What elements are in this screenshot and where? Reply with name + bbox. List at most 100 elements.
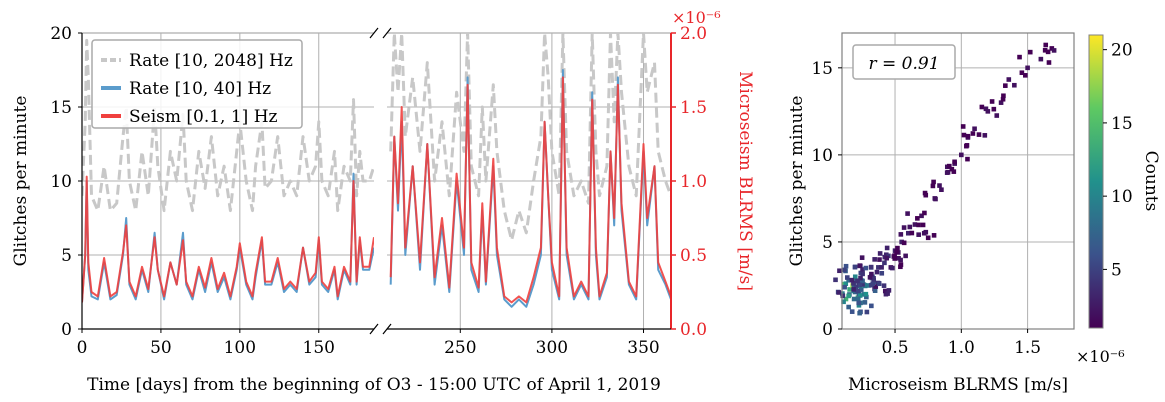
hist-bin-33-1 — [994, 113, 1000, 118]
hist-xlabel: Microseism BLRMS [m/s] — [848, 375, 1068, 395]
hist-xtick-label-1: 1.0 — [948, 338, 975, 358]
hist-bin-37-0 — [1046, 60, 1052, 65]
legend-label-seism: Seism [0.1, 1] Hz — [129, 107, 278, 127]
hist-bin-6-3 — [860, 282, 865, 287]
hist-bin-20 — [899, 239, 904, 245]
hist-x-multiplier: ×10⁻⁶ — [1076, 347, 1125, 366]
hist-bin-27-1 — [930, 183, 936, 189]
ytick-left-label-4: 20 — [50, 24, 72, 44]
hist-bin-6-1 — [860, 267, 865, 272]
hist-bin-11-2 — [873, 284, 879, 289]
hist-bin-34 — [998, 100, 1004, 105]
hist-bin-28-1 — [949, 166, 955, 172]
hist-bin-17-2 — [877, 251, 883, 256]
hist-bin-22-1 — [892, 256, 898, 261]
ts-ticks: 0 5 10 15 20 0.0 0.5 1.0 1.5 2.0 0 50 100 150 250 300 35… — [50, 24, 707, 358]
hist-xtick-label-2: 1.5 — [1014, 338, 1041, 358]
hist-bin-35 — [1012, 82, 1017, 88]
colorbar-tick-label-3: 20 — [1111, 41, 1133, 61]
hist-bin-15-2 — [867, 275, 873, 280]
colorbar-bar — [1088, 34, 1104, 329]
hist-bin-34-0 — [991, 106, 997, 112]
hist-bin-7 — [866, 283, 871, 288]
hist-bins — [833, 42, 1057, 316]
hist-bin-0-1 — [847, 287, 852, 292]
break-mark-top-1 — [382, 27, 392, 39]
hist-bin-15-3 — [881, 283, 887, 288]
hist-bin-9-0 — [849, 309, 855, 314]
hist-bin-9-5 — [869, 303, 874, 309]
hist-bin-18-1 — [884, 245, 890, 251]
hist-bin-17 — [886, 253, 891, 259]
hist-bin-1-3 — [843, 281, 849, 286]
hist-bin-21 — [905, 230, 911, 236]
hist-bin-12-2 — [849, 277, 855, 283]
ytick-right-label-3: 1.5 — [680, 98, 707, 118]
hist-bin-21-2 — [909, 230, 915, 236]
ytick-left-label-3: 15 — [50, 98, 72, 118]
ytick-left-label-2: 10 — [50, 172, 72, 192]
hist-bin-19 — [890, 265, 895, 271]
hist-bin-22-0 — [892, 253, 897, 258]
hist-bin-9-2 — [857, 310, 862, 316]
hist-bin-25 — [921, 230, 927, 236]
break-mark-bottom-1 — [382, 323, 392, 335]
hist-bin-15 — [876, 281, 882, 287]
hist-bin-38-0 — [1045, 49, 1051, 55]
hist-bin-33 — [985, 109, 991, 114]
hist-bin-21-1 — [907, 224, 913, 230]
break-mark-top-0 — [369, 27, 379, 39]
hist-bin-31-2 — [965, 133, 971, 139]
hist-bin-30 — [959, 152, 964, 158]
hist-ytick-label-3: 15 — [811, 59, 833, 79]
hist-bin-34-1 — [1000, 96, 1006, 102]
hist-bin-26-1 — [933, 196, 938, 202]
histogram-panel: 0.5 1.0 1.5 0 5 10 15 r = 0.91 Glitches per mi… — [787, 32, 1161, 395]
hist-bin-23 — [912, 222, 918, 227]
hist-bin-32 — [972, 126, 977, 132]
hist-bin-2-4 — [857, 293, 863, 298]
hist-bin-13-3 — [872, 257, 877, 262]
hist-ticks: 0.5 1.0 1.5 0 5 10 15 — [811, 59, 1041, 358]
colorbar-tick-label-2: 15 — [1111, 114, 1133, 134]
hist-ytick-label-0: 0 — [822, 320, 833, 340]
hist-bin-29-0 — [947, 163, 952, 169]
hist-bin-15-1 — [886, 288, 892, 293]
hist-bin-16-1 — [874, 269, 880, 275]
hist-bin-0-2 — [843, 296, 849, 302]
hist-bin-21-0 — [901, 225, 907, 230]
hist-bin-13-2 — [868, 264, 874, 270]
hist-bin-20-2 — [898, 232, 904, 237]
hist-bin-5 — [863, 291, 869, 297]
hist-bin-38-1 — [1043, 42, 1049, 48]
hist-bin-16 — [882, 260, 887, 266]
ytick-right-label-2: 1.0 — [680, 172, 707, 192]
hist-bin-37 — [1038, 56, 1044, 62]
hist-bin-23-1 — [905, 211, 910, 216]
hist-bin-36-2 — [1017, 54, 1022, 60]
hist-bin-9-4 — [864, 309, 870, 315]
hist-bin-12-3 — [840, 293, 846, 299]
hist-bin-7-0 — [860, 278, 865, 284]
hist-bin-24-1 — [915, 216, 920, 221]
annotation-text: r = 0.91 — [868, 54, 939, 74]
hist-bin-12-4 — [833, 277, 838, 283]
annotation-box — [852, 44, 956, 80]
hist-bin-15-0 — [885, 291, 890, 296]
hist-bin-8-2 — [837, 268, 842, 274]
hist-bin-8-0 — [851, 281, 856, 286]
ytick-right-label-4: 2.0 — [680, 24, 707, 44]
hist-bin-34-2 — [989, 99, 995, 104]
hist-bin-2-3 — [864, 294, 869, 300]
series-2-segment-0 — [82, 175, 374, 303]
xtick-right-label-0: 250 — [444, 338, 476, 358]
hist-bin-30-0 — [965, 156, 970, 162]
hist-bin-6-5 — [852, 264, 858, 270]
hist-bin-10-4 — [860, 271, 865, 277]
ts-right-multiplier: ×10⁻⁶ — [672, 8, 721, 27]
hist-background — [842, 33, 1074, 329]
hist-bin-27-0 — [931, 179, 936, 185]
xtick-left-label-3: 150 — [303, 338, 335, 358]
hist-bin-24 — [919, 213, 924, 219]
